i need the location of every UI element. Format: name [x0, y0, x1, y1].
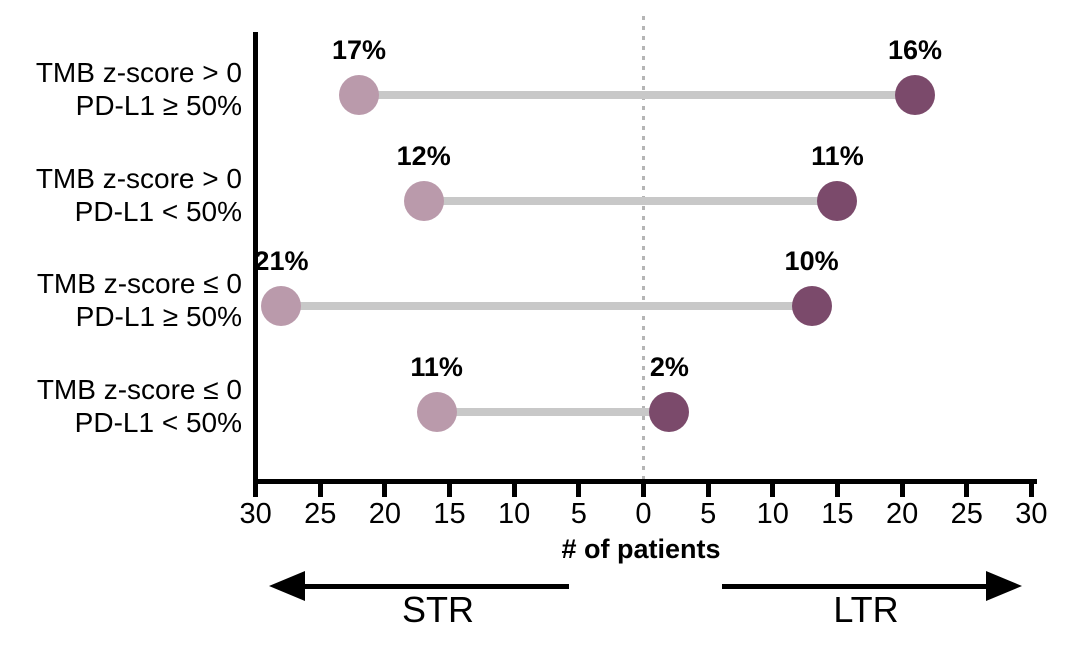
str-dot	[403, 180, 444, 221]
axis-tick	[317, 484, 323, 497]
tick-label: 20	[885, 498, 919, 530]
category-label-line1: TMB z-score > 0	[35, 57, 242, 88]
ltr-dot	[791, 286, 832, 327]
category-label-line2: PD-L1 ≥ 50%	[75, 301, 242, 333]
ltr-dot	[895, 75, 936, 115]
x-axis-line	[253, 479, 1037, 484]
tick-label: 30	[239, 498, 272, 530]
axis-tick	[964, 484, 970, 497]
ltr-pct-label: 16%	[887, 35, 943, 65]
category-label-line1: TMB z-score ≤ 0	[36, 268, 242, 300]
axis-tick	[576, 484, 582, 497]
tick-label: 25	[950, 498, 983, 530]
category-label-line1: TMB z-score > 0	[35, 162, 242, 194]
tick-label: 25	[304, 498, 337, 530]
axis-tick	[834, 484, 840, 497]
category-label-line2: PD-L1 < 50%	[74, 195, 242, 227]
ltr-pct-label: 11%	[811, 140, 864, 171]
str-dot	[339, 75, 380, 115]
tick-label: 10	[498, 498, 531, 530]
axis-tick	[253, 484, 259, 497]
tick-label: 5	[570, 498, 587, 530]
category-label-line2: PD-L1 < 50%	[74, 407, 242, 439]
ltr-group-label: LTR	[833, 589, 899, 630]
connector-line	[281, 302, 812, 311]
tick-label: 30	[1015, 498, 1048, 530]
tick-label: 20	[368, 498, 402, 530]
category-label: TMB z-score > 0 PD-L1 ≥ 50%	[0, 56, 242, 122]
ltr-dot	[649, 392, 690, 433]
category-label-line1: TMB z-score ≤ 0	[36, 374, 242, 406]
tick-label: 10	[756, 498, 789, 530]
tick-label: 0	[635, 498, 652, 530]
ltr-pct-label: 10%	[784, 246, 839, 277]
tick-label: 5	[700, 498, 717, 530]
str-dot	[416, 392, 457, 433]
axis-tick	[705, 484, 711, 497]
connector-line	[436, 408, 670, 417]
category-label: TMB z-score ≤ 0 PD-L1 ≥ 50%	[0, 267, 242, 333]
str-pct-label: 21%	[254, 246, 309, 277]
connector-line	[359, 91, 916, 99]
str-group-label: STR	[402, 589, 474, 630]
ltr-dot	[817, 180, 858, 221]
axis-tick	[899, 484, 905, 497]
str-arrow-left-icon	[269, 571, 305, 601]
axis-tick	[382, 484, 388, 497]
axis-tick	[641, 484, 646, 497]
str-pct-label: 12%	[396, 140, 451, 171]
x-axis-title: # of patients	[561, 534, 721, 564]
axis-tick	[1028, 484, 1034, 497]
y-axis-line	[253, 32, 258, 484]
str-arrow-line	[303, 584, 569, 589]
axis-tick	[447, 484, 453, 497]
category-label: TMB z-score > 0 PD-L1 < 50%	[0, 162, 242, 228]
ltr-arrow-right-icon	[986, 571, 1022, 601]
axis-tick	[770, 484, 776, 497]
ltr-arrow-line	[722, 584, 986, 589]
str-dot	[261, 286, 302, 327]
axis-tick	[511, 484, 517, 497]
category-label-line2: PD-L1 ≥ 50%	[75, 90, 242, 121]
category-label: TMB z-score ≤ 0 PD-L1 < 50%	[0, 373, 242, 439]
tick-label: 15	[821, 498, 854, 530]
str-pct-label: 17%	[332, 35, 387, 65]
zero-dotted-line	[642, 16, 645, 479]
str-pct-label: 11%	[410, 352, 463, 383]
connector-line	[423, 196, 838, 205]
ltr-pct-label: 2%	[649, 352, 689, 383]
tick-label: 15	[433, 498, 466, 530]
